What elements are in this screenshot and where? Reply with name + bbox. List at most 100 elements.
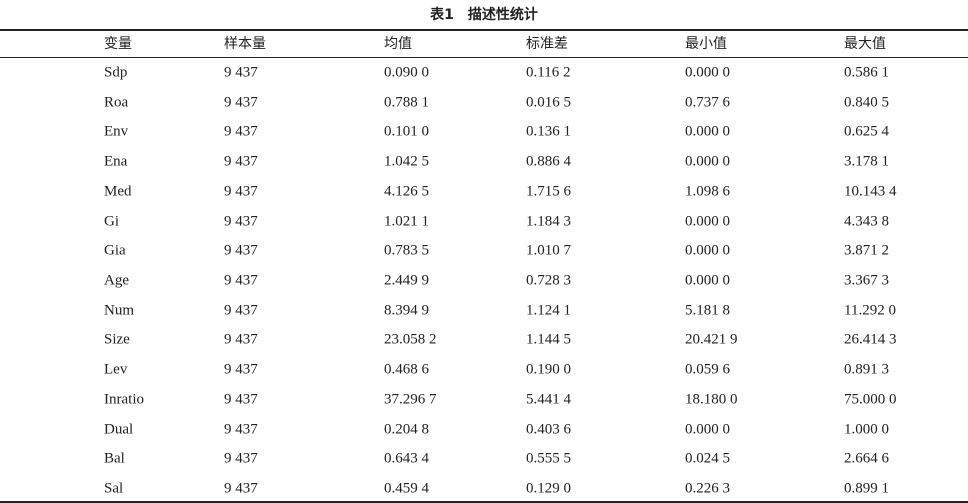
table-cell: 26.414 3 [844,331,897,348]
table-cell: 2.664 6 [844,450,889,467]
table-cell: 0.190 0 [526,361,571,378]
variable-name: Env [104,123,129,140]
table-cell: 0.000 0 [685,421,730,438]
header-cell: 均值 [384,36,412,52]
variable-name: Age [104,272,129,289]
table-cell: 4.126 5 [384,183,429,200]
table-cell: 0.886 4 [526,153,571,170]
table-cell: 18.180 0 [685,391,738,408]
variable-name: Roa [104,94,129,111]
table-cell: 0.000 0 [685,64,730,81]
table-cell: 0.403 6 [526,421,571,438]
table-cell: 9 437 [224,153,258,170]
table-cell: 1.000 0 [844,421,889,438]
table-cell: 1.042 5 [384,153,429,170]
table-cell: 1.184 3 [526,213,571,230]
header-cell: 样本量 [224,36,266,52]
table-cell: 0.059 6 [685,361,730,378]
table-cell: 20.421 9 [685,331,738,348]
table-cell: 0.000 0 [685,153,730,170]
table-cell: 10.143 4 [844,183,897,200]
table-cell: 1.021 1 [384,213,429,230]
variable-name: Med [104,183,132,200]
table-cell: 4.343 8 [844,213,889,230]
table-cell: 1.124 1 [526,302,571,319]
table-cell: 0.783 5 [384,242,429,259]
table-cell: 23.058 2 [384,331,437,348]
table-cell: 2.449 9 [384,272,429,289]
table-cell: 0.840 5 [844,94,889,111]
table-cell: 37.296 7 [384,391,437,408]
table-cell: 0.116 2 [526,64,571,81]
table-cell: 9 437 [224,64,258,81]
table-cell: 1.010 7 [526,242,571,259]
variable-name: Inratio [104,391,144,408]
table-cell: 0.899 1 [844,480,889,497]
variable-name: Ena [104,153,128,170]
table-cell: 9 437 [224,450,258,467]
table-cell: 0.129 0 [526,480,571,497]
table-title: 表1 描述性统计 [430,7,538,23]
variable-name: Num [104,302,134,319]
table-cell: 9 437 [224,242,258,259]
table-cell: 0.728 3 [526,272,571,289]
table-cell: 8.394 9 [384,302,429,319]
table-cell: 0.555 5 [526,450,571,467]
table-cell: 0.459 4 [384,480,429,497]
table-cell: 11.292 0 [844,302,896,319]
table-cell: 0.468 6 [384,361,429,378]
table-cell: 0.090 0 [384,64,429,81]
table-cell: 0.101 0 [384,123,429,140]
table-cell: 0.000 0 [685,272,730,289]
table-cell: 9 437 [224,272,258,289]
table-cell: 0.000 0 [685,213,730,230]
table-cell: 0.016 5 [526,94,571,111]
variable-name: Lev [104,361,128,378]
table-cell: 0.737 6 [685,94,730,111]
table-cell: 0.643 4 [384,450,429,467]
table-cell: 0.204 8 [384,421,429,438]
table-cell: 75.000 0 [844,391,897,408]
variable-name: Gi [104,213,119,230]
table-cell: 9 437 [224,391,258,408]
table-cell: 0.788 1 [384,94,429,111]
table-cell: 0.226 3 [685,480,730,497]
table-cell: 3.178 1 [844,153,889,170]
variable-name: Bal [104,450,125,467]
table-cell: 9 437 [224,480,258,497]
table-cell: 9 437 [224,421,258,438]
table-cell: 0.000 0 [685,242,730,259]
variable-name: Size [104,331,130,348]
header-cell: 标准差 [526,36,568,52]
table-cell: 3.367 3 [844,272,889,289]
header-cell: 最大值 [844,36,886,52]
table-cell: 3.871 2 [844,242,889,259]
table-cell: 9 437 [224,183,258,200]
table-cell: 9 437 [224,213,258,230]
table-cell: 5.181 8 [685,302,730,319]
table-cell: 1.715 6 [526,183,571,200]
top-rule [0,29,968,31]
table-cell: 0.891 3 [844,361,889,378]
table-cell: 0.000 0 [685,123,730,140]
table-cell: 9 437 [224,94,258,111]
table-cell: 0.136 1 [526,123,571,140]
table-cell: 1.098 6 [685,183,730,200]
header-cell: 变量 [104,36,132,52]
table-cell: 5.441 4 [526,391,571,408]
table-cell: 1.144 5 [526,331,571,348]
table-cell: 9 437 [224,331,258,348]
header-cell: 最小值 [685,36,727,52]
variable-name: Dual [104,421,134,438]
variable-name: Gia [104,242,126,259]
table-cell: 0.586 1 [844,64,889,81]
header-rule [0,57,968,58]
table-cell: 0.625 4 [844,123,889,140]
table-cell: 9 437 [224,361,258,378]
variable-name: Sdp [104,64,128,81]
bottom-rule [0,501,968,503]
table-cell: 9 437 [224,123,258,140]
variable-name: Sal [104,480,124,497]
table-cell: 9 437 [224,302,258,319]
